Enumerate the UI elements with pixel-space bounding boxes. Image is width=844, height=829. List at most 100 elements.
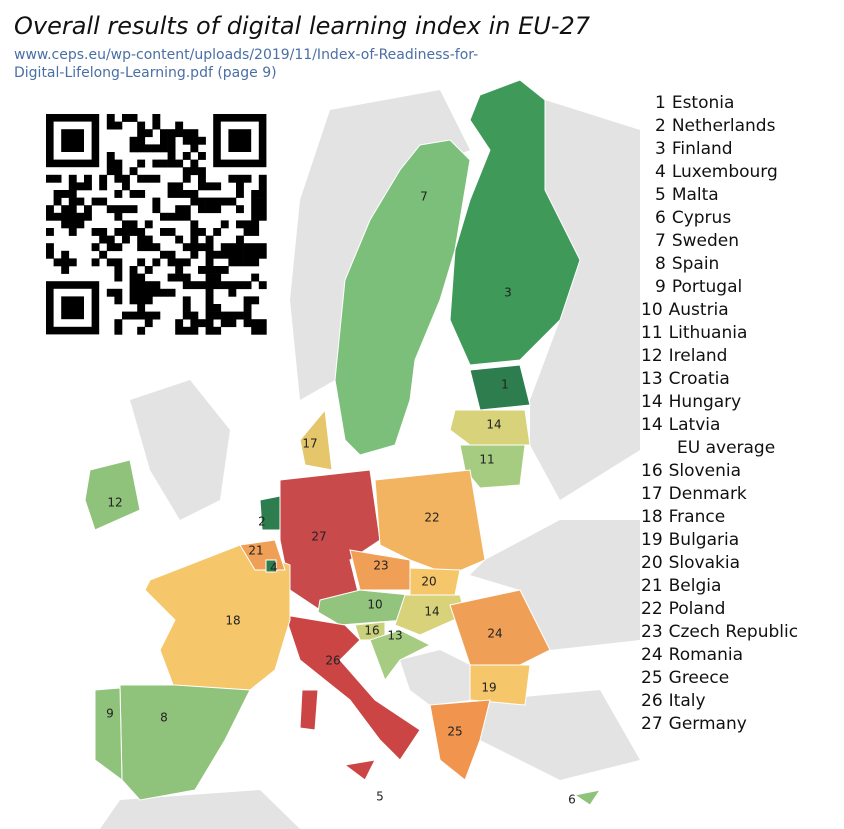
qr-module: [228, 281, 237, 290]
qr-module: [106, 159, 115, 168]
qr-module: [99, 174, 108, 183]
qr-module: [182, 326, 191, 335]
qr-module: [175, 205, 184, 214]
rank-number: 17: [641, 484, 663, 504]
qr-module: [106, 152, 115, 160]
ranking-item: 1 Estonia: [655, 93, 734, 113]
ranking-item: 4 Luxembourg: [655, 162, 778, 182]
rank-number: 14: [641, 392, 663, 412]
qr-module: [258, 212, 267, 221]
qr-module: [122, 220, 130, 229]
qr-module: [213, 281, 222, 290]
qr-module: [129, 190, 138, 198]
qr-module: [251, 326, 260, 335]
qr-module: [160, 228, 168, 236]
qr-module: [122, 114, 130, 122]
qr-module: [251, 220, 260, 229]
qr-module: [144, 288, 153, 297]
ranking-item: 18 France: [641, 507, 725, 527]
qr-module: [198, 136, 206, 145]
map-label: 27: [311, 530, 326, 544]
qr-module: [175, 235, 184, 244]
ranking-item: 10 Austria: [641, 300, 729, 320]
country-name: Estonia: [672, 93, 735, 113]
ranking-item: 2 Netherlands: [655, 116, 776, 136]
qr-module: [160, 144, 168, 153]
qr-module: [205, 281, 214, 290]
qr-module: [106, 235, 115, 244]
qr-module: [129, 114, 138, 122]
qr-module: [167, 136, 176, 145]
qr-module: [122, 182, 130, 191]
qr-module: [46, 205, 54, 214]
qr-module: [137, 121, 146, 130]
qr-module: [213, 273, 222, 282]
ranking-item: 25 Greece: [641, 668, 729, 688]
qr-finder: [228, 129, 252, 152]
qr-module: [190, 243, 199, 252]
qr-module: [160, 159, 168, 168]
qr-code: [46, 114, 274, 340]
qr-module: [152, 288, 161, 297]
qr-module: [137, 311, 146, 320]
qr-module: [258, 190, 267, 198]
qr-module: [228, 258, 237, 267]
map-label: 4: [270, 561, 278, 575]
qr-module: [114, 190, 123, 198]
qr-module: [198, 174, 206, 183]
qr-module: [243, 228, 252, 236]
ranking-item: 14 Hungary: [641, 392, 741, 412]
qr-module: [182, 205, 191, 214]
qr-module: [258, 250, 267, 259]
qr-module: [152, 159, 161, 168]
qr-module: [220, 243, 229, 252]
rank-number: 9: [655, 277, 666, 297]
qr-module: [122, 311, 130, 320]
qr-module: [205, 266, 214, 274]
ranking-item: 6 Cyprus: [655, 208, 731, 228]
qr-module: [182, 212, 191, 221]
ranking-item: 24 Romania: [641, 645, 743, 665]
qr-module: [258, 243, 267, 252]
qr-module: [251, 273, 260, 282]
qr-module: [205, 205, 214, 214]
qr-module: [175, 212, 184, 221]
ranking-item: 21 Belgia: [641, 576, 721, 596]
qr-module: [236, 174, 244, 183]
qr-module: [175, 258, 184, 267]
qr-module: [53, 190, 62, 198]
rank-number: 8: [655, 254, 666, 274]
qr-module: [46, 212, 54, 221]
qr-module: [137, 129, 146, 138]
qr-module: [137, 273, 146, 282]
qr-module: [190, 136, 199, 145]
qr-module: [220, 311, 229, 320]
qr-module: [182, 136, 191, 145]
qr-module: [205, 250, 214, 259]
qr-module: [84, 205, 92, 214]
qr-module: [236, 250, 244, 259]
qr-module: [182, 243, 191, 252]
qr-module: [144, 129, 153, 138]
qr-finder: [61, 129, 84, 152]
ranking-item: 19 Bulgaria: [641, 530, 739, 550]
qr-module: [182, 281, 191, 290]
qr-module: [198, 205, 206, 214]
rank-number: 24: [641, 645, 663, 665]
qr-module: [152, 174, 161, 183]
country-name: Luxembourg: [672, 162, 778, 182]
qr-module: [175, 319, 184, 328]
country-name: Portugal: [672, 277, 742, 297]
rank-number: 1: [655, 93, 666, 113]
source-link: Digital-Lifelong-Learning.pdf (page 9): [14, 65, 277, 81]
country-name: Cyprus: [672, 208, 731, 228]
rank-number: 27: [641, 714, 663, 734]
map-label: 14: [424, 605, 439, 619]
qr-module: [213, 228, 222, 236]
qr-module: [76, 197, 85, 206]
qr-module: [175, 266, 184, 274]
rank-number: 10: [641, 300, 663, 320]
ranking-item: 26 Italy: [641, 691, 706, 711]
qr-module: [129, 167, 138, 176]
